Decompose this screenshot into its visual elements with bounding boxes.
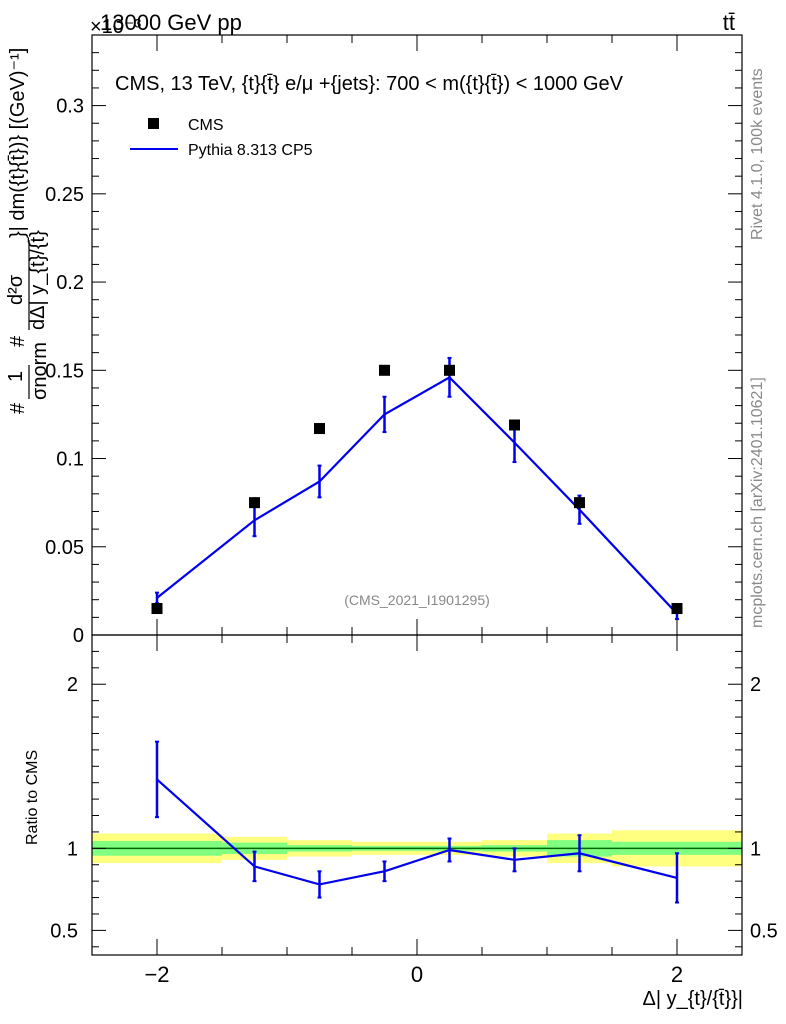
cms-data-point: [509, 419, 520, 431]
pythia-line: [156, 376, 678, 615]
cms-data-point: [314, 423, 325, 435]
main-ytick-label: 0.3: [56, 96, 84, 118]
main-ylabel: # 1 σnorm # d²σ dΔ| y_{t}/{t̄} }| dm({t}…: [5, 48, 51, 414]
xlabel: Δ| y_{t}/{t̄}}|: [643, 988, 744, 1010]
exponent-label: ×10⁻³: [90, 16, 141, 38]
ylabel-denominator: dΔ| y_{t}/{t̄}: [27, 230, 49, 330]
ylabel-hash-1: #: [7, 402, 29, 414]
mcplots-label: mcplots.cern.ch [arXiv:2401.10621]: [749, 377, 766, 628]
main-ytick-label: 0: [73, 625, 84, 647]
xtick-label: 0: [411, 962, 423, 987]
ratio-ytick-label-right: 1: [750, 838, 761, 860]
main-panel: 0 0.05 0.1 0.15 0.2 0.25 0.3: [45, 35, 743, 647]
ratio-ytick-label-left: 2: [67, 674, 78, 696]
ratio-panel: 0.5 0.5 1 1 2 2 −2 0 2: [50, 635, 778, 987]
main-ytick-label: 0.2: [56, 272, 84, 294]
cms-data-point: [151, 603, 163, 615]
main-ytick-label: 0.25: [45, 184, 84, 206]
ratio-pythia-line: [156, 778, 678, 886]
cms-data-point: [249, 497, 260, 509]
ratio-ylabel: Ratio to CMS: [24, 750, 41, 845]
ylabel-one: 1: [5, 371, 27, 382]
ylabel-sigma-norm: σnorm: [29, 342, 51, 400]
legend: CMS Pythia 8.313 CP5: [130, 117, 313, 159]
energy-label: 13000 GeV pp: [100, 10, 242, 35]
cms-data-point: [444, 364, 455, 376]
rivet-label: Rivet 4.1.0, 100k events: [749, 68, 766, 240]
main-ytick-label: 0.1: [56, 449, 84, 471]
legend-marker-cms: [148, 118, 159, 129]
ylabel-numerator: d²σ: [5, 274, 27, 305]
process-label: tt̄: [723, 10, 735, 35]
legend-label-cms: CMS: [188, 117, 224, 134]
ratio-ytick-label-left: 1: [67, 838, 78, 860]
xtick-label: 2: [671, 962, 683, 987]
legend-label-pythia: Pythia 8.313 CP5: [188, 142, 313, 159]
analysis-watermark: (CMS_2021_I1901295): [344, 592, 490, 608]
ratio-ytick-label-left: 0.5: [50, 920, 78, 942]
cms-data-point: [671, 603, 683, 615]
ratio-ytick-label-right: 2: [750, 674, 761, 696]
cms-data-point: [574, 497, 585, 509]
xtick-label: −2: [144, 962, 169, 987]
main-ytick-label: 0.05: [45, 537, 84, 559]
ylabel-tail: }| dm({t}{t̄})} [(GeV)⁻¹]: [7, 48, 29, 238]
main-ytick-label: 0.15: [45, 360, 84, 382]
plot-title: CMS, 13 TeV, {t}{t̄} e/μ +{jets}: 700 < …: [115, 73, 624, 95]
cms-data-point: [379, 364, 390, 376]
ratio-frame: [91, 634, 743, 956]
ylabel-hash-2: #: [7, 335, 29, 347]
ratio-ytick-label-right: 0.5: [750, 920, 778, 942]
